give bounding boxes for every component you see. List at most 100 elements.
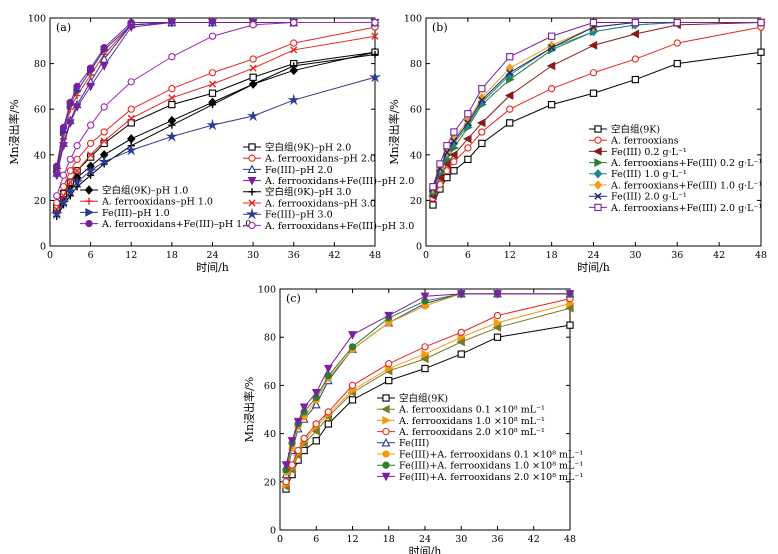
data-point (457, 350, 465, 358)
data-point (294, 446, 302, 455)
data-point (323, 364, 333, 374)
data-point (293, 417, 303, 427)
legend-marker (85, 197, 93, 205)
data-point (478, 85, 486, 93)
data-point (348, 331, 357, 340)
y-tick-label: 100 (258, 285, 276, 296)
series-9 (53, 32, 379, 214)
x-tick-label: 48 (369, 250, 381, 261)
legend-entry: A. ferrooxians+Fe(III) 0.2 g·L⁻¹ (610, 158, 763, 169)
legend-entry: 空白组(9K) (611, 123, 660, 135)
x-tick-label: 18 (546, 250, 558, 261)
data-point (59, 183, 68, 191)
data-point (589, 18, 598, 27)
data-point (673, 18, 681, 27)
legend-entry: A. ferrooxians (610, 136, 679, 147)
legend-entry: A. ferrooxidans 0.1 ×10⁸ mL⁻¹ (398, 405, 545, 416)
x-tick-label: 0 (47, 250, 53, 261)
data-point (371, 18, 379, 27)
y-axis-label: Mn浸出率/% (242, 377, 256, 443)
legend-entry: 空白组(9K)–pH 1.0 (102, 184, 188, 196)
legend-entry: Fe(III) 2.0 g·L⁻¹ (611, 192, 687, 203)
x-tick-label: 6 (465, 250, 471, 261)
data-point (311, 388, 321, 398)
legend-marker (248, 221, 256, 230)
data-point (208, 80, 217, 88)
data-point (757, 48, 765, 56)
y-tick-label: 80 (34, 59, 46, 70)
legend-entry: Fe(III)+A. ferrooxidans 1.0 ×10⁸ mL⁻¹ (399, 461, 583, 472)
legend-marker (247, 164, 257, 174)
data-point (450, 167, 458, 175)
legend-marker (593, 180, 603, 190)
legend-marker (593, 146, 602, 156)
data-point (290, 62, 298, 70)
data-point (290, 46, 298, 54)
data-point (208, 69, 217, 77)
legend-entry: 空白组(9K)–pH 2.0 (265, 141, 351, 153)
legend-entry: A. ferrooxidans+Fe(III)–pH 3.0 (264, 221, 414, 232)
data-point (282, 478, 290, 486)
data-point (548, 44, 556, 52)
data-point (65, 119, 75, 128)
panel-label: (a) (56, 21, 71, 34)
data-point (450, 128, 458, 136)
y-tick-label: 60 (410, 105, 422, 116)
legend-entry: Fe(III) 0.2 g·L⁻¹ (611, 147, 687, 158)
x-tick-label: 24 (419, 534, 431, 545)
data-point (249, 73, 257, 81)
series-0 (429, 48, 765, 209)
data-point (208, 18, 217, 28)
data-point (72, 175, 84, 188)
legend-entry: Fe(III)+A. ferrooxidans 2.0 ×10⁸ mL⁻¹ (399, 472, 583, 483)
legend-entry: Fe(III) (399, 438, 429, 449)
data-point (100, 103, 108, 111)
data-point (168, 121, 176, 129)
series-0 (282, 321, 574, 493)
legend-marker (593, 169, 603, 179)
chart-panel-a: 0 6 12 18 24 30 36 42 48 0 20 40 60 80 100 时间/h Mn浸出率/% (… (7, 14, 414, 275)
data-point (493, 333, 502, 341)
series-2 (428, 18, 765, 201)
x-tick-label: 0 (423, 250, 429, 261)
data-point (168, 94, 176, 102)
data-point (457, 328, 465, 337)
x-tick-label: 12 (504, 250, 516, 261)
x-tick-label: 24 (206, 250, 218, 261)
series-3 (282, 294, 574, 486)
legend-marker (85, 207, 94, 217)
data-point (493, 318, 503, 328)
data-point (506, 53, 514, 61)
data-point (249, 80, 257, 88)
y-tick-label: 40 (264, 429, 276, 440)
x-tick-label: 24 (587, 250, 599, 261)
legend: 空白组(9K)–pH 1.0A. ferrooxidans–pH 1.0Fe(I… (80, 184, 251, 230)
data-point (100, 128, 108, 136)
data-point (249, 64, 257, 72)
data-point (443, 142, 451, 150)
data-point (206, 118, 219, 131)
series-line (285, 293, 570, 466)
y-tick-label: 100 (404, 14, 422, 25)
x-tick-label: 36 (671, 250, 683, 261)
data-point (312, 420, 320, 428)
data-point (588, 40, 598, 50)
data-point (546, 61, 556, 71)
data-point (208, 32, 217, 40)
data-point (86, 121, 95, 129)
legend-marker (85, 219, 93, 228)
data-point (208, 101, 217, 109)
legend-marker (382, 394, 390, 402)
data-point (456, 337, 465, 347)
y-tick-label: 20 (264, 477, 276, 488)
legend-marker (248, 154, 256, 162)
series-line (432, 22, 762, 197)
data-point (478, 96, 486, 104)
data-point (429, 183, 437, 191)
series-line (285, 307, 571, 487)
data-point (631, 75, 640, 84)
data-point (449, 150, 458, 160)
data-point (311, 399, 321, 409)
legend-marker (594, 125, 602, 133)
data-point (126, 23, 136, 33)
